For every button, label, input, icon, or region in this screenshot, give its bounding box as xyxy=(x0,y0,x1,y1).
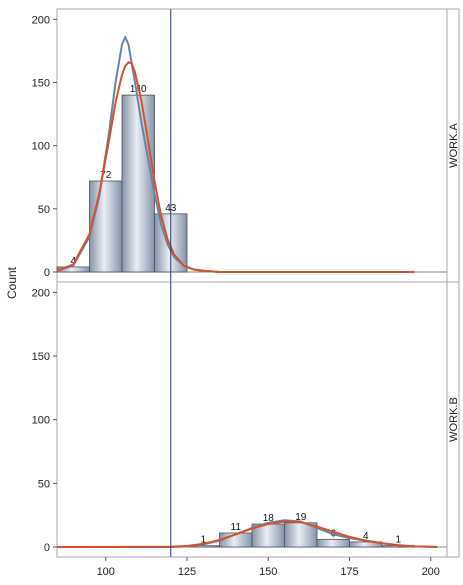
panel-strip xyxy=(446,281,460,558)
y-tick-label: 200 xyxy=(32,287,50,299)
y-tick-label: 200 xyxy=(32,14,50,26)
x-tick-label: 200 xyxy=(422,566,440,578)
y-tick-label: 100 xyxy=(32,415,50,427)
bar-count-label: 72 xyxy=(100,170,112,181)
histogram-bar xyxy=(121,94,155,273)
x-tick-label: 100 xyxy=(97,566,115,578)
y-tick-label: 100 xyxy=(32,141,50,153)
normal-density-curve xyxy=(56,61,415,273)
bar-count-label: 19 xyxy=(295,512,307,523)
normal-density-curve xyxy=(56,520,438,548)
histogram-bar xyxy=(316,538,350,548)
panel-frame xyxy=(56,281,448,558)
x-tick-label: 150 xyxy=(259,566,277,578)
y-axis-title: Count xyxy=(5,266,19,299)
panel-strip-label: WORK.B xyxy=(448,397,460,442)
x-tick-label: 175 xyxy=(340,566,358,578)
y-tick-label: 0 xyxy=(44,542,50,554)
x-tick-label: 125 xyxy=(178,566,196,578)
bar-count-label: 11 xyxy=(231,522,242,533)
bar-count-label: 4 xyxy=(363,531,369,542)
bar-count-label: 1 xyxy=(395,535,401,546)
y-tick-label: 150 xyxy=(32,77,50,89)
y-tick-label: 50 xyxy=(38,478,50,490)
histogram-bar xyxy=(89,180,123,273)
panel-strip-label: WORK.A xyxy=(448,123,460,168)
y-tick-label: 150 xyxy=(32,351,50,363)
y-tick-label: 50 xyxy=(38,204,50,216)
bar-count-label: 1 xyxy=(200,535,206,546)
y-tick-label: 0 xyxy=(44,267,50,279)
bar-count-label: 18 xyxy=(263,513,275,524)
histogram-bar xyxy=(349,541,383,548)
bar-count-label: 4 xyxy=(70,256,76,267)
